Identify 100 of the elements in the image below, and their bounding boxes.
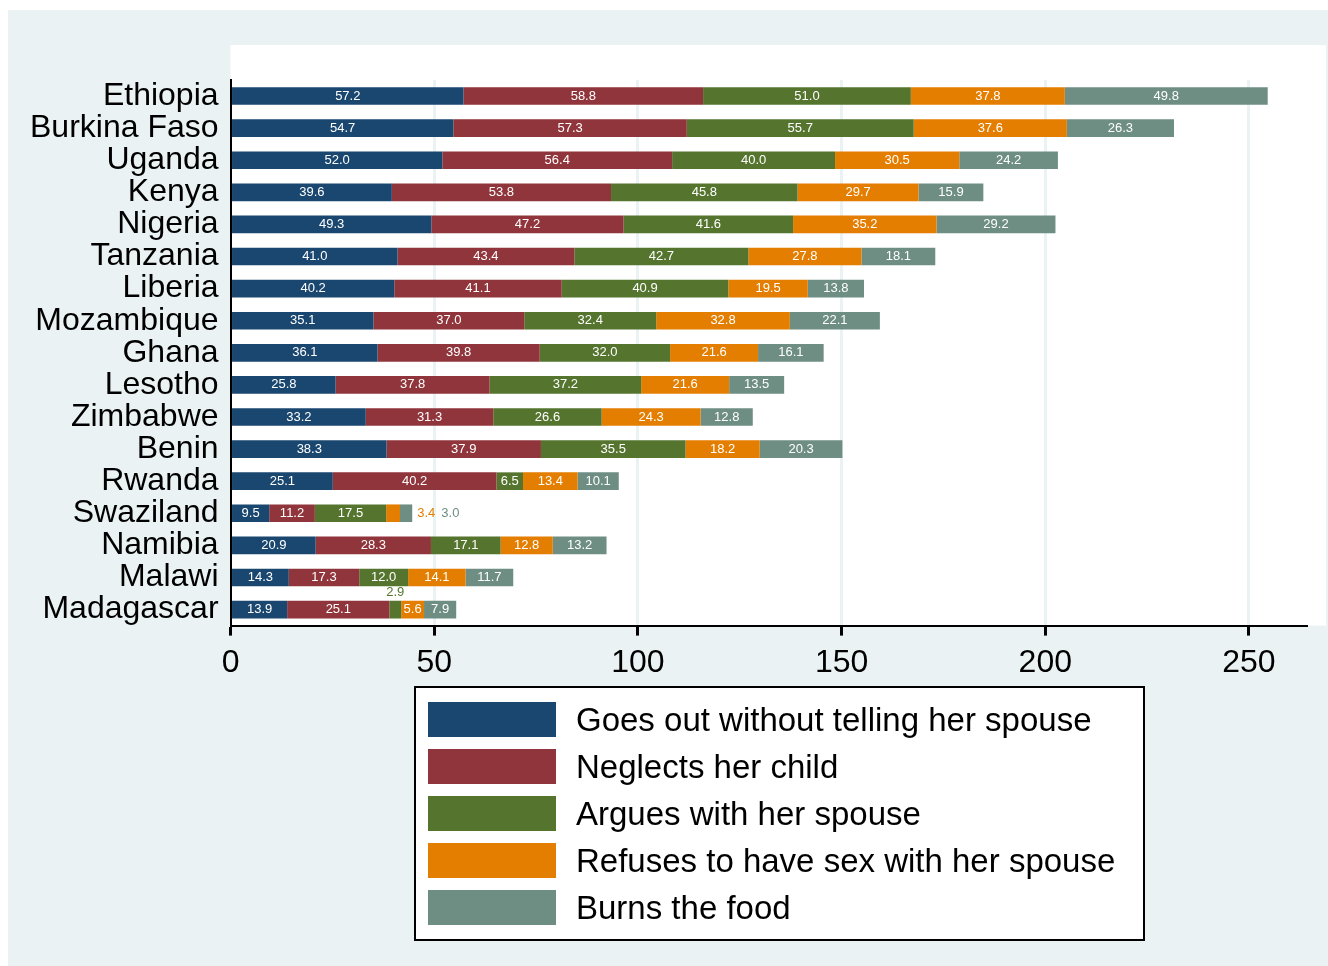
bar — [269, 504, 315, 523]
bar — [287, 600, 390, 619]
data-label: 13.2 — [566, 536, 593, 552]
bar — [232, 376, 336, 394]
data-label: 27.8 — [792, 248, 818, 264]
bar — [672, 151, 836, 170]
bar — [232, 472, 333, 490]
bar — [523, 472, 578, 490]
x-tick-label: 250 — [1222, 642, 1276, 679]
legend-label: Goes out without telling her spouse — [576, 700, 1092, 739]
data-label: 56.4 — [544, 151, 570, 167]
data-label: 54.7 — [330, 119, 356, 135]
data-label: 11.2 — [279, 504, 305, 520]
data-label: 18.2 — [709, 440, 736, 456]
bar — [232, 215, 432, 234]
bar — [400, 504, 413, 523]
bar — [601, 408, 701, 426]
bar — [913, 119, 1067, 137]
data-label: 15.9 — [938, 183, 964, 199]
bar — [394, 279, 562, 298]
data-label: 38.3 — [296, 440, 322, 456]
data-label: 21.6 — [672, 376, 698, 392]
data-label: 24.2 — [995, 151, 1022, 167]
data-label: 3.4 — [417, 504, 436, 520]
legend-label: Burns the food — [576, 888, 791, 927]
bar — [1064, 87, 1268, 105]
data-label: 40.2 — [300, 280, 326, 296]
data-label: 35.5 — [600, 440, 626, 456]
bar — [232, 440, 387, 458]
x-tick-label: 100 — [611, 642, 665, 679]
data-label: 47.2 — [514, 216, 541, 231]
data-label: 25.1 — [325, 601, 351, 617]
data-label: 40.0 — [740, 151, 767, 167]
bar — [397, 247, 575, 266]
bar — [314, 504, 387, 523]
data-label: 30.5 — [884, 151, 910, 167]
data-label: 13.5 — [744, 376, 770, 392]
bar — [641, 376, 730, 394]
data-label: 37.6 — [977, 119, 1003, 135]
data-label: 36.1 — [292, 344, 318, 360]
data-label: 32.0 — [592, 344, 618, 360]
bar — [386, 504, 400, 523]
data-label: 13.8 — [823, 280, 849, 296]
bar — [789, 311, 880, 330]
bar — [431, 215, 624, 234]
data-label: 49.8 — [1153, 87, 1179, 103]
bar — [335, 376, 490, 394]
bar — [793, 215, 937, 234]
data-label: 49.3 — [319, 216, 345, 231]
bar — [463, 87, 704, 105]
x-tick-label: 150 — [814, 642, 869, 679]
data-label: 13.4 — [537, 472, 563, 488]
data-label: 35.1 — [290, 312, 316, 328]
data-label: 26.3 — [1107, 119, 1134, 135]
data-label: 25.8 — [271, 376, 297, 392]
x-tick-label: 0 — [221, 642, 240, 679]
data-label: 40.9 — [632, 280, 658, 296]
bar — [332, 472, 497, 490]
bar — [759, 440, 843, 458]
bar — [574, 247, 749, 266]
bar — [611, 183, 798, 202]
bar — [748, 247, 862, 266]
data-label: 37.8 — [975, 87, 1001, 103]
bar — [377, 343, 540, 362]
data-label: 19.5 — [755, 280, 781, 296]
bar — [685, 440, 760, 458]
data-label: 14.1 — [424, 569, 450, 585]
data-label: 20.3 — [788, 440, 814, 456]
data-label: 20.9 — [261, 536, 287, 552]
bar — [1066, 119, 1175, 137]
bar — [835, 151, 960, 170]
legend-label: Argues with her spouse — [576, 794, 921, 833]
data-label: 17.1 — [453, 536, 479, 552]
data-label: 37.2 — [552, 376, 579, 392]
bar — [442, 151, 673, 170]
bar — [232, 408, 366, 426]
data-label: 25.1 — [269, 472, 296, 488]
bar — [524, 311, 657, 330]
bar — [540, 440, 686, 458]
bar — [797, 183, 919, 202]
bar — [391, 183, 612, 202]
bar — [910, 87, 1065, 105]
data-label: 51.0 — [794, 87, 820, 103]
bar — [232, 311, 374, 330]
legend-label: Refuses to have sex with her spouse — [576, 841, 1116, 880]
y-tick-label: Uganda — [106, 140, 219, 177]
data-label: 32.4 — [577, 312, 603, 328]
data-label: 32.8 — [710, 312, 736, 328]
data-label: 12.8 — [714, 408, 740, 424]
data-label: 9.5 — [241, 504, 260, 520]
data-label: 45.8 — [691, 183, 717, 199]
data-label: 5.6 — [403, 601, 422, 617]
data-label: 37.0 — [436, 312, 462, 328]
data-label: 29.7 — [845, 183, 871, 199]
data-label: 3.0 — [441, 504, 460, 520]
data-label: 57.2 — [335, 87, 361, 103]
data-label: 40.2 — [402, 472, 428, 488]
bar — [232, 119, 454, 137]
data-label: 53.8 — [488, 183, 515, 199]
bar — [539, 343, 671, 362]
